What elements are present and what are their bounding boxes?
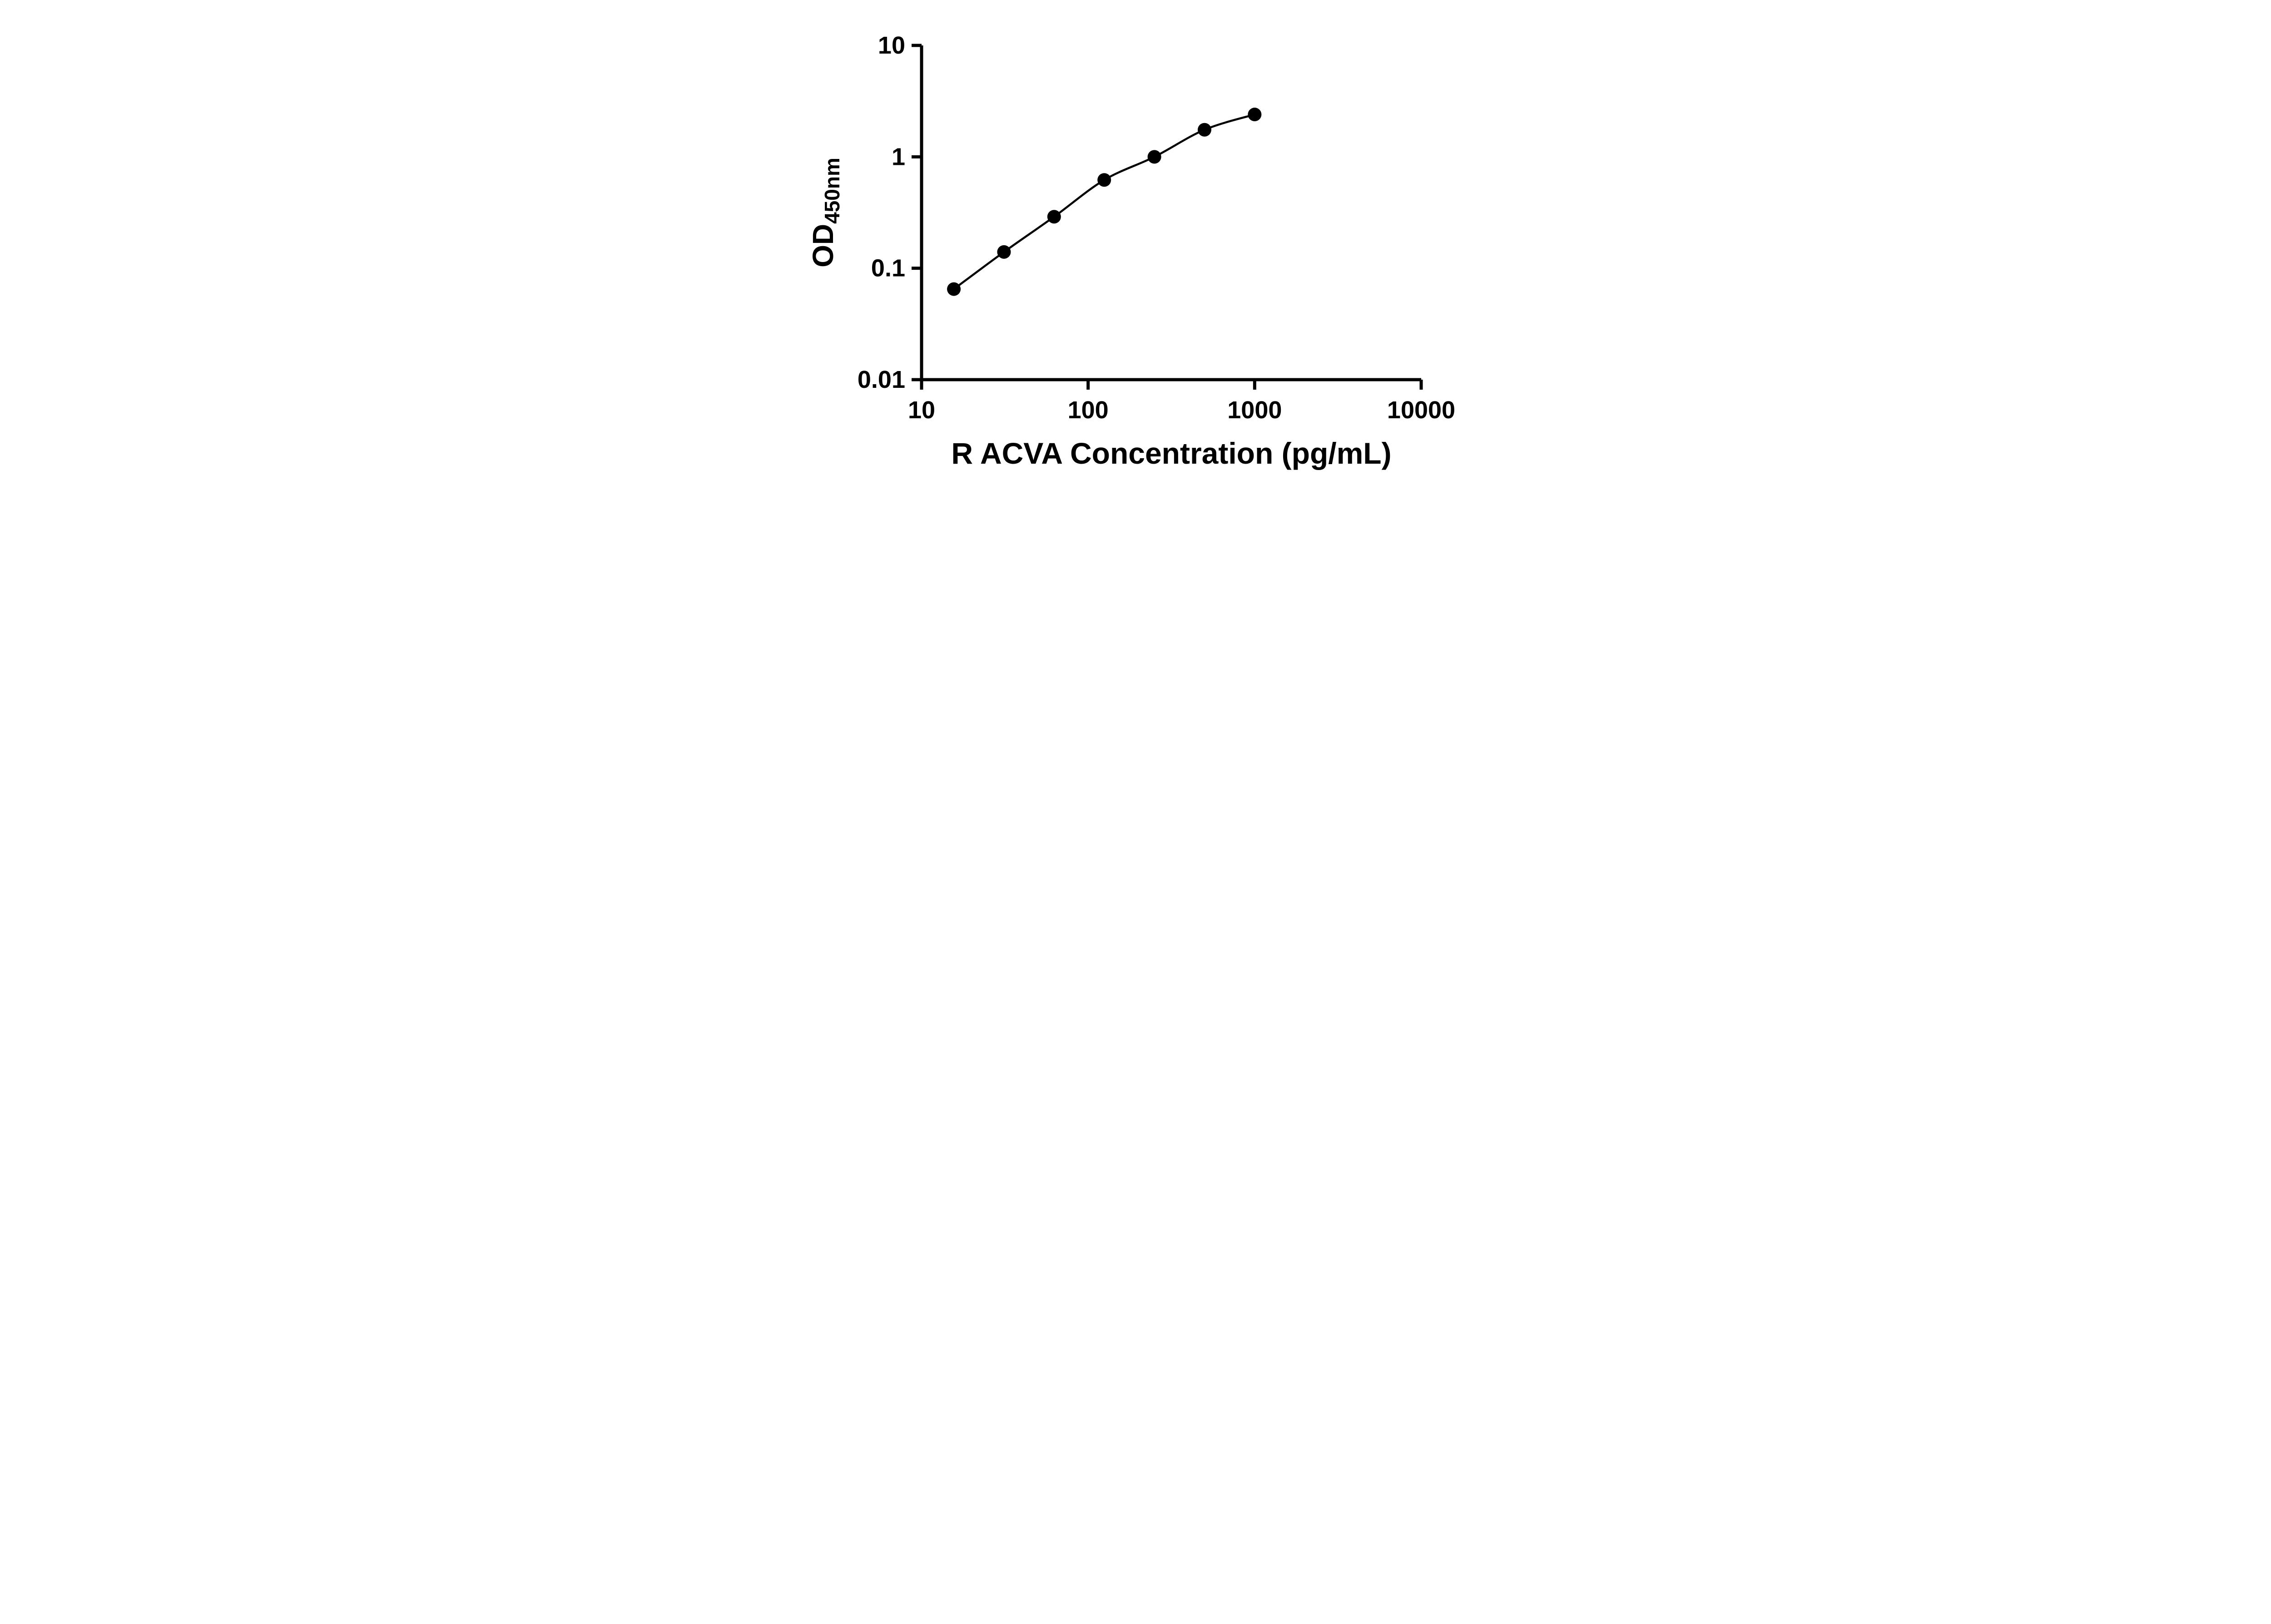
- x-axis-title: R ACVA Concentration (pg/mL): [951, 436, 1391, 470]
- chart-canvas: 10 100 1000 10000 0.01 0.1 1 10 R ACVA Concentra…: [807, 32, 1455, 470]
- y-tick-label: 0.01: [858, 366, 905, 393]
- data-point: [1248, 108, 1262, 122]
- axes-lines: [920, 45, 1421, 381]
- elisa-standard-curve-figure: 10 100 1000 10000 0.01 0.1 1 10 R ACVA Concentra…: [785, 0, 1486, 487]
- data-point: [947, 282, 961, 296]
- standard-curve-line: [953, 113, 1255, 290]
- x-tick-label: 10: [908, 396, 935, 424]
- y-tick-label: 10: [878, 32, 905, 59]
- x-tick-label: 100: [1068, 396, 1109, 424]
- data-point: [1047, 210, 1061, 224]
- data-point: [1147, 150, 1161, 164]
- x-tick-label: 1000: [1227, 396, 1282, 424]
- y-tick-label: 0.1: [871, 255, 905, 282]
- x-tick-label: 10000: [1387, 396, 1455, 424]
- y-tick-label: 1: [892, 143, 905, 170]
- data-point: [1097, 173, 1111, 187]
- data-point: [1197, 123, 1211, 137]
- y-axis-title: OD450nm: [807, 158, 844, 267]
- data-point: [997, 245, 1011, 259]
